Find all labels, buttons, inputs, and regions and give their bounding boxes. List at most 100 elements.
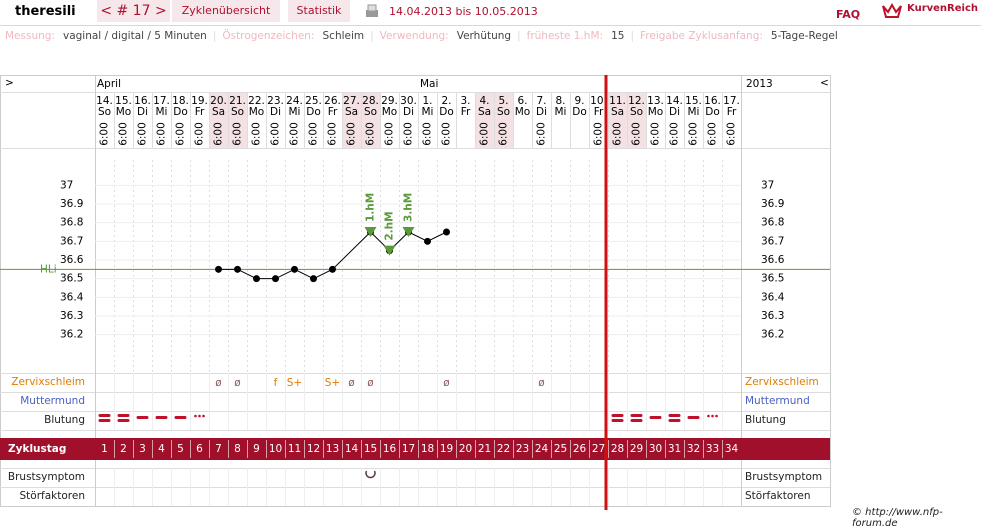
top-bar: theresili < # 17 > Zyklenübersicht Stati… (0, 0, 981, 26)
row-label: Brustsymptom (8, 471, 85, 483)
bleeding-mark (668, 414, 681, 422)
date: 4. (479, 95, 489, 107)
y-tick-label: 36.6 (60, 254, 84, 266)
row-label: Brustsymptom (745, 471, 822, 483)
date: 19. (191, 95, 208, 107)
setting-label: Messung: (5, 30, 55, 42)
date: 16. (134, 95, 151, 107)
mucus-symbol: f (274, 377, 278, 389)
cycle-day: 25 (554, 443, 567, 455)
month: Mai (420, 78, 438, 90)
cycle-day: 2 (120, 443, 127, 455)
weekend-shade (342, 92, 361, 148)
temp-point (424, 237, 431, 245)
temp-point (329, 265, 336, 273)
cycle-day: 27 (592, 443, 605, 455)
temp-point (291, 265, 298, 273)
cycle-day: 3 (139, 443, 146, 455)
weekday: Fr (594, 106, 604, 118)
cycle-day: 4 (158, 443, 165, 455)
faq[interactable]: FAQ (836, 8, 861, 21)
row-label: Blutung (44, 414, 85, 426)
date: 29. (381, 95, 398, 107)
weekday: So (98, 106, 111, 118)
date: 25. (305, 95, 322, 107)
weekend-shade (228, 92, 247, 148)
weekday: Mi (156, 106, 168, 118)
cycle-nav[interactable]: < # 17 > (97, 0, 170, 22)
separator: | (212, 30, 217, 42)
date: 9. (574, 95, 584, 107)
cycle-day: 19 (440, 443, 453, 455)
print-icon[interactable] (364, 4, 380, 20)
cycle-day: 17 (402, 443, 415, 455)
date: 15. (115, 95, 132, 107)
copyright: © http://www.nfp-forum.de (852, 507, 943, 529)
cycle-day: 30 (649, 443, 662, 455)
time: 6:00 (118, 122, 130, 146)
row-label: Zervixschleim (745, 376, 819, 388)
weekday: Fr (195, 106, 205, 118)
y-tick-label: 36.8 (60, 217, 83, 229)
date: 6. (517, 95, 527, 107)
weekday: Di (137, 106, 148, 118)
time: 6:00 (536, 122, 548, 146)
y-tick-label: 36.6 (761, 254, 785, 266)
temp-point (234, 265, 241, 273)
weekday: So (231, 106, 244, 118)
tab[interactable]: Statistik (288, 0, 350, 22)
weekend-shade (475, 92, 494, 148)
temp-point (253, 275, 260, 283)
date: 17. (723, 95, 740, 107)
row-label: Muttermund (745, 395, 810, 407)
cycle-day: 22 (497, 443, 510, 455)
time: 6:00 (650, 122, 662, 146)
cycle-day: 24 (535, 443, 549, 455)
brand[interactable]: KurvenReich (907, 3, 979, 14)
date: 11. (609, 95, 626, 107)
y-tick-label: 36.2 (60, 329, 83, 341)
breast-symptom (365, 470, 376, 479)
setting-value: 5-Tage-Regel (770, 30, 838, 42)
bleeding-mark (707, 414, 718, 418)
weekday: Mi (289, 106, 301, 118)
row-label: Muttermund (20, 395, 85, 407)
mucus-symbol: ø (215, 377, 222, 389)
date: 14. (96, 95, 113, 107)
bleeding-mark (194, 414, 205, 418)
mucus-symbol: ø (234, 377, 241, 389)
weekday: Do (306, 106, 321, 118)
bleeding-mark (687, 416, 700, 419)
date: 16. (704, 95, 721, 107)
temp-point (443, 228, 450, 236)
cycle-day: 8 (234, 443, 241, 455)
bleeding-mark (155, 416, 168, 419)
setting-value: vaginal / digital / 5 Minuten (62, 30, 207, 42)
date: 26. (324, 95, 341, 107)
time: 6:00 (422, 122, 434, 146)
time: 6:00 (365, 122, 377, 146)
temp-line (218, 231, 447, 280)
time: 6:00 (593, 122, 605, 146)
y-tick-label: 36.8 (761, 217, 784, 229)
setting-value: 15 (611, 30, 625, 42)
peak-marker (402, 227, 415, 237)
cycle-bar (0, 438, 830, 460)
y-tick-label: 37 (761, 179, 774, 191)
y-tick-label: 36.5 (761, 273, 784, 285)
year: 2013 (746, 78, 773, 90)
date: 22. (248, 95, 265, 107)
y-tick-label: 36.7 (60, 235, 83, 247)
separator: | (517, 30, 521, 42)
weekday: Sa (478, 106, 491, 118)
row-label: Blutung (745, 414, 786, 426)
cycle-day: 23 (516, 443, 529, 455)
nav: > (5, 77, 14, 89)
weekend-shade (608, 92, 627, 148)
tab[interactable]: Zyklenübersicht (172, 0, 280, 22)
mucus-symbol: ø (367, 377, 374, 389)
y-tick-label: 37 (60, 179, 73, 191)
time: 6:00 (403, 122, 415, 146)
y-tick-label: 36.9 (761, 198, 784, 210)
